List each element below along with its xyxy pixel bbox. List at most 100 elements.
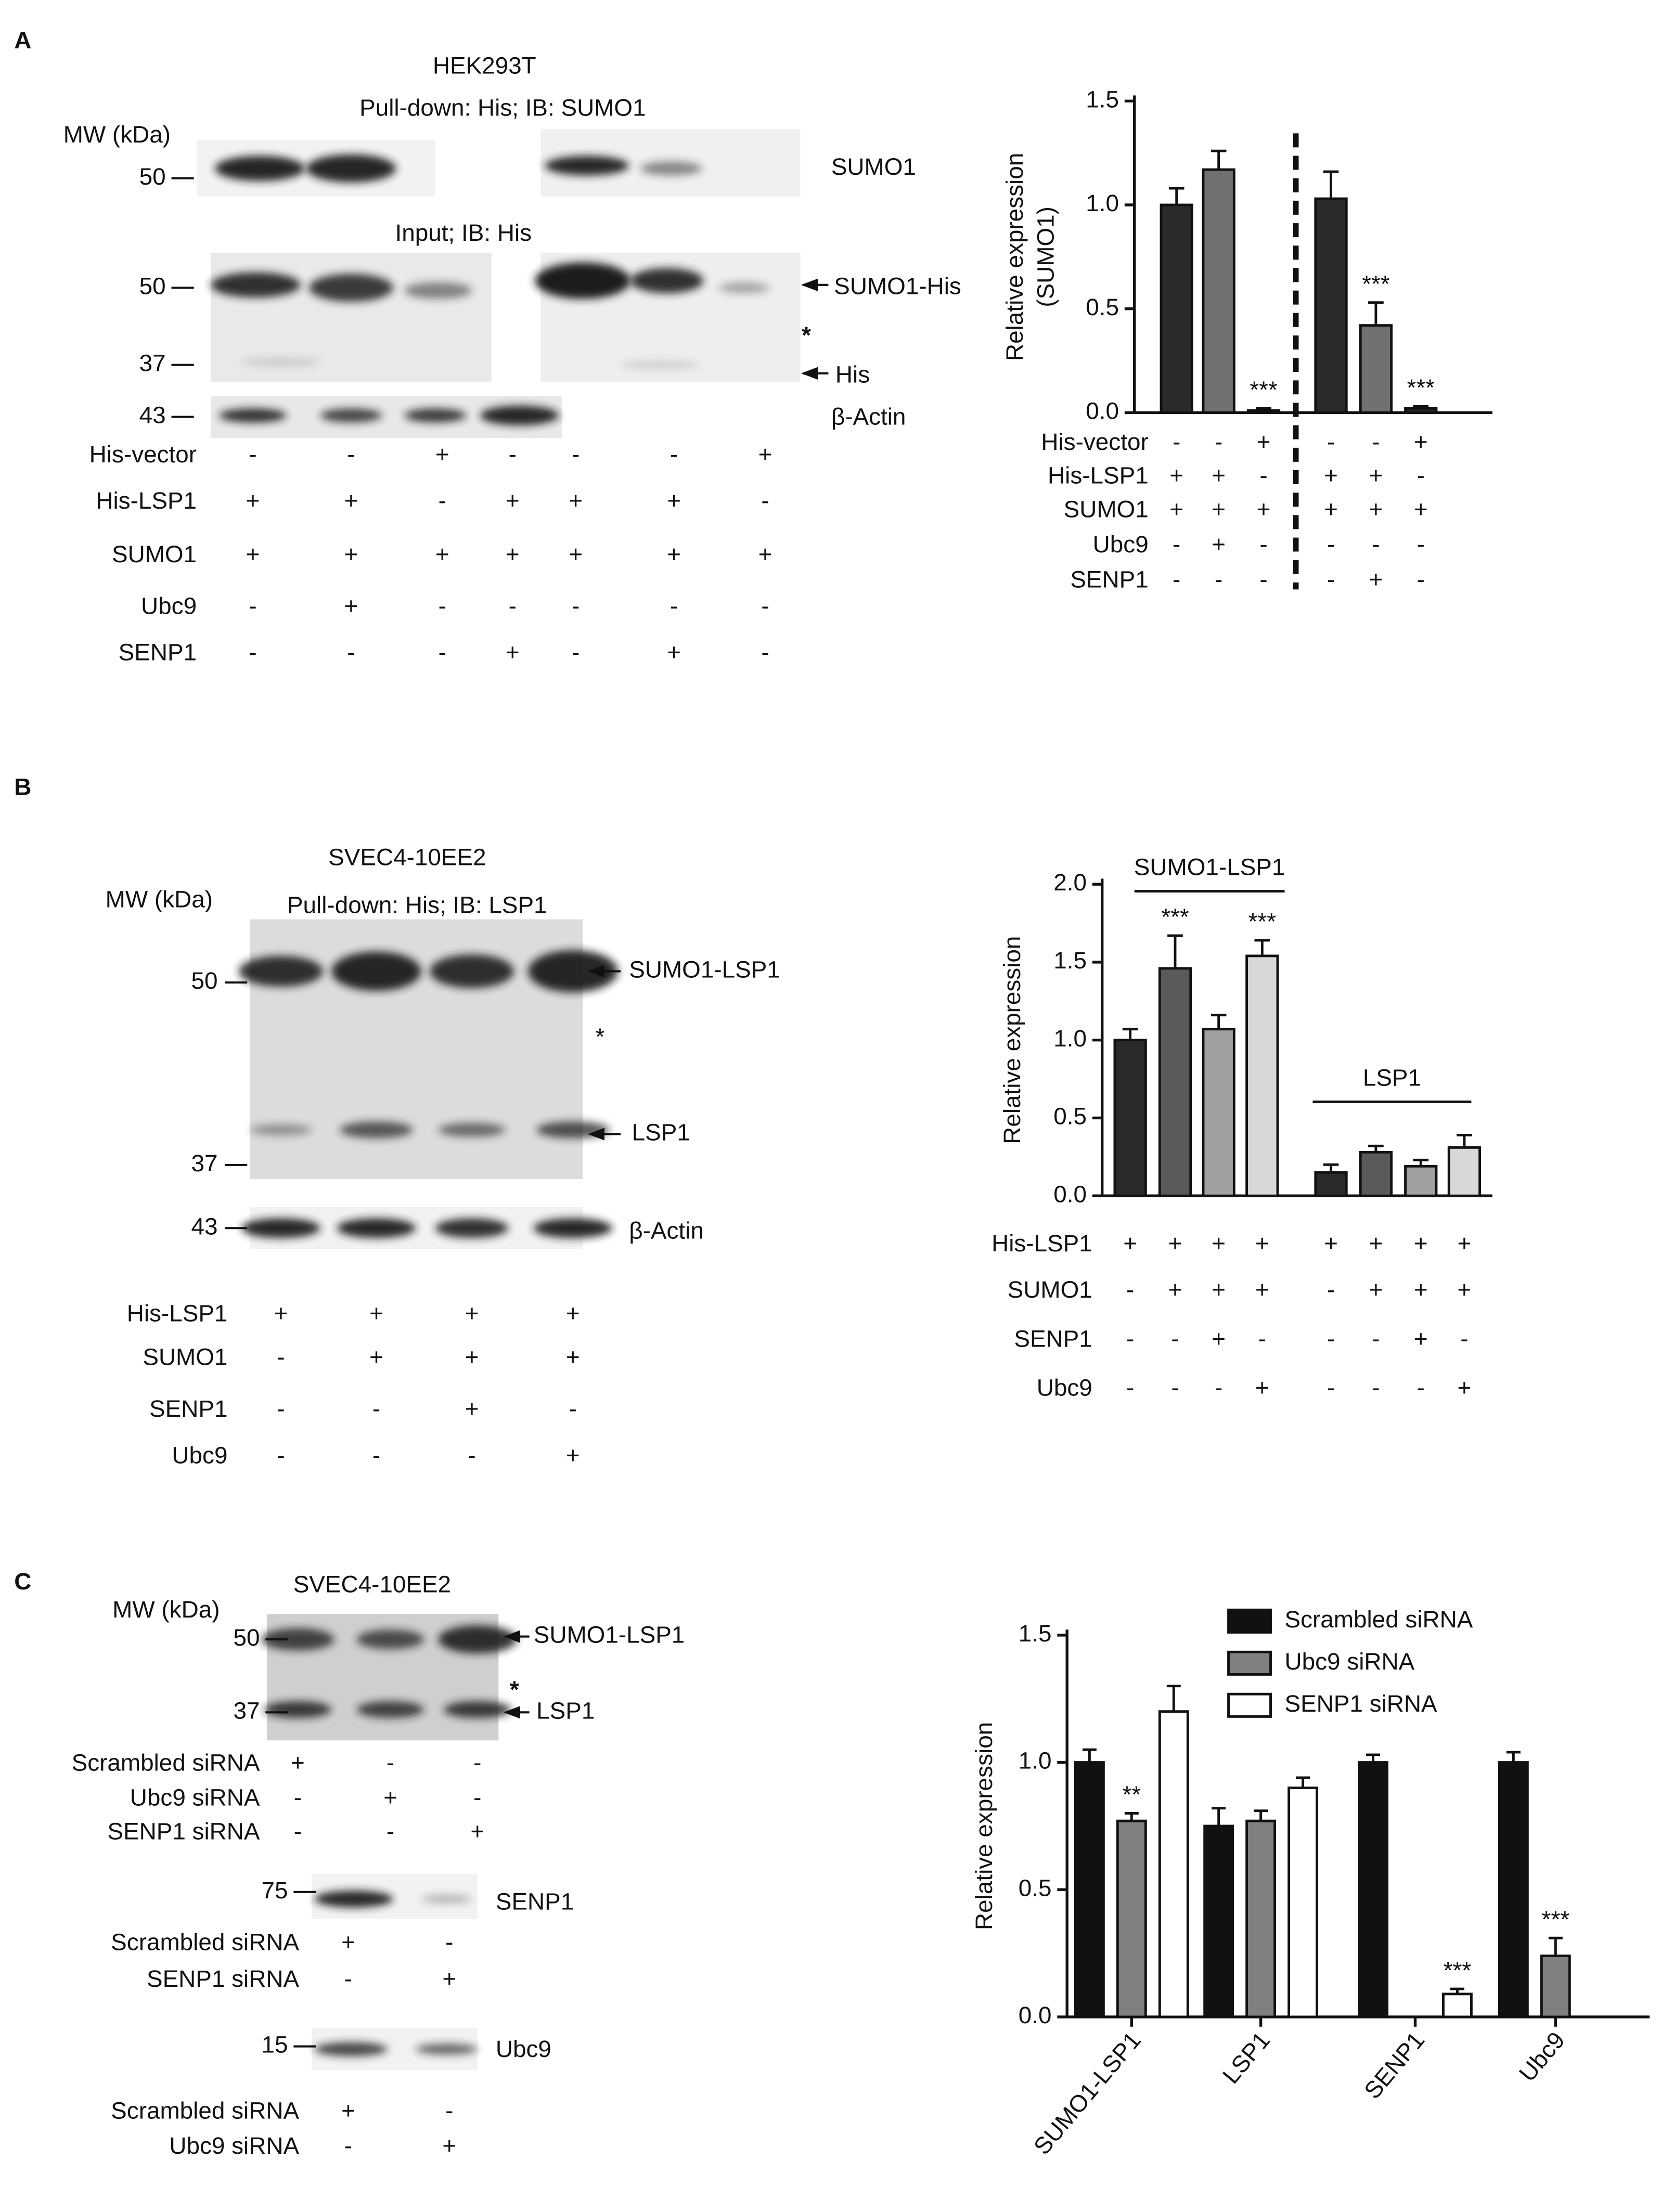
condition-sign: - — [277, 1395, 285, 1422]
chart-condition-sign: + — [1257, 428, 1271, 455]
bar — [1404, 407, 1438, 414]
blot-band — [535, 262, 630, 299]
condition-sign: + — [569, 487, 583, 514]
blot-band — [241, 1218, 320, 1238]
legend-swatch — [1227, 1692, 1272, 1718]
blot-band — [215, 156, 305, 182]
chart-condition-label: SENP1 — [1070, 565, 1148, 592]
group-label: SUMO1-LSP1 — [1134, 853, 1285, 881]
error-bar — [1256, 407, 1271, 411]
condition-sign: - — [473, 1784, 481, 1811]
y-axis-label: Relative expression — [1001, 153, 1028, 361]
y-tick-label: 1.0 — [1019, 1747, 1052, 1774]
condition-sign: - — [572, 639, 580, 666]
condition-sign: - — [387, 1749, 394, 1776]
y-tick-label: 0.0 — [1053, 1180, 1087, 1207]
significance: *** — [1542, 1906, 1570, 1933]
blot-label: Ubc9 — [496, 2035, 551, 2062]
significance: *** — [1362, 270, 1390, 297]
chart-condition-sign: - — [1171, 1325, 1179, 1352]
blot-band — [630, 268, 704, 294]
condition-sign: - — [294, 1784, 302, 1811]
error-bar — [1212, 1807, 1226, 1826]
blot-band — [404, 282, 472, 299]
chart-condition-sign: - — [1173, 565, 1180, 592]
blot-label: SUMO1-LSP1 — [629, 956, 780, 983]
panel-letter: A — [14, 27, 31, 54]
chart-condition-sign: - — [1215, 1374, 1222, 1401]
blot-band — [264, 1701, 332, 1718]
significance: *** — [1248, 908, 1277, 935]
condition-sign: - — [439, 487, 446, 514]
blot-band — [331, 951, 421, 991]
condition-label: SENP1 siRNA — [107, 1817, 260, 1844]
condition-sign: + — [506, 487, 520, 514]
chart-condition-sign: - — [1327, 1374, 1335, 1401]
blot-label: * — [802, 321, 811, 348]
condition-sign: + — [566, 1300, 580, 1327]
condition-sign: + — [465, 1395, 479, 1422]
condition-sign: - — [277, 1343, 285, 1370]
error-bar — [1211, 149, 1227, 170]
blot-band — [308, 274, 393, 302]
group-label: LSP1 — [1363, 1064, 1421, 1091]
y-tick-label: 1.5 — [1053, 947, 1087, 974]
blot-label: 15 — [261, 2031, 288, 2058]
condition-label: SENP1 siRNA — [147, 1965, 299, 1992]
blot-band — [261, 1628, 334, 1651]
chart-condition-sign: + — [1212, 495, 1226, 522]
condition-sign: - — [439, 639, 446, 666]
blot-label: 37 — [139, 350, 166, 377]
condition-label: Scrambled siRNA — [72, 1749, 260, 1776]
blot-band — [545, 156, 629, 176]
blot-label: Pull-down: His; IB: LSP1 — [287, 891, 547, 918]
bar — [1116, 1819, 1147, 2019]
blot-band — [241, 358, 320, 367]
condition-sign: - — [761, 592, 769, 619]
bar — [1314, 1171, 1348, 1197]
chart-condition-sign: + — [1458, 1374, 1472, 1401]
y-tick-label: 0.0 — [1086, 397, 1119, 424]
chart-condition-sign: + — [1414, 428, 1428, 455]
chart-condition-sign: - — [1417, 1374, 1425, 1401]
condition-sign: + — [758, 540, 772, 567]
condition-sign: + — [344, 540, 358, 567]
chart-condition-sign: - — [1259, 462, 1267, 489]
condition-sign: - — [347, 639, 355, 666]
condition-sign: + — [383, 1784, 397, 1811]
chart-condition-sign: + — [1414, 1230, 1428, 1257]
chart-condition-sign: - — [1258, 1325, 1266, 1352]
blot-band — [239, 955, 323, 987]
bar — [1203, 1825, 1234, 2019]
chart-condition-label: His-LSP1 — [992, 1230, 1092, 1257]
chart-condition-label: SENP1 — [1014, 1325, 1092, 1352]
legend-label: Scrambled siRNA — [1284, 1606, 1473, 1633]
condition-sign: + — [566, 1441, 580, 1468]
condition-sign: - — [387, 1817, 394, 1844]
condition-sign: + — [566, 1343, 580, 1370]
chart-condition-sign: - — [1372, 428, 1380, 455]
blot-band — [527, 950, 618, 992]
bar — [1314, 197, 1348, 414]
condition-sign: - — [347, 441, 355, 468]
y-tick-label: 0.0 — [1019, 2001, 1052, 2028]
blot-band — [533, 1218, 612, 1238]
bar — [1404, 1165, 1438, 1197]
chart-condition-sign: - — [1171, 1374, 1179, 1401]
legend-swatch — [1227, 1608, 1272, 1634]
blot-label: HEK293T — [433, 52, 536, 79]
condition-label: Ubc9 — [172, 1441, 227, 1468]
condition-sign: + — [435, 441, 449, 468]
chart-condition-sign: + — [1257, 495, 1271, 522]
chart-condition-sign: + — [1212, 1230, 1226, 1257]
chart-condition-sign: - — [1215, 565, 1222, 592]
condition-sign: - — [670, 441, 678, 468]
blot-label: SVEC4-10EE2 — [328, 844, 486, 871]
significance: *** — [1250, 376, 1278, 403]
chart-condition-sign: - — [1372, 531, 1380, 558]
blot-band — [438, 1625, 517, 1653]
blot-band — [356, 1701, 424, 1718]
chart-condition-sign: - — [1327, 531, 1335, 558]
chart-condition-sign: + — [1168, 1230, 1182, 1257]
